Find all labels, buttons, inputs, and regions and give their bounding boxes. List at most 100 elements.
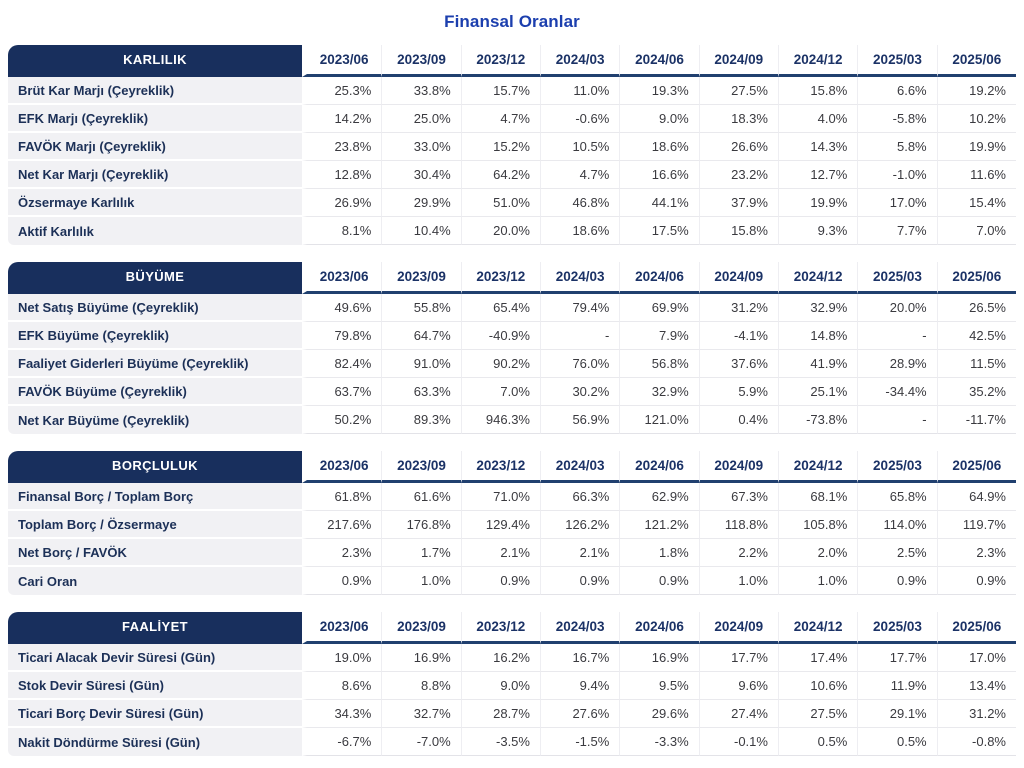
table-head-borcluluk: BORÇLULUK 2023/06 2023/09 2023/12 2024/03 202… (8, 451, 1016, 483)
cell-value: 0.9% (857, 567, 937, 595)
cell-value: 14.3% (777, 133, 858, 161)
page-title: Finansal Oranlar (444, 12, 580, 31)
cell-value: 76.0% (539, 350, 620, 378)
table-body-faaliyet: Ticari Alacak Devir Süresi (Gün) 19.0% 16.… (8, 644, 1016, 756)
cell-value: 105.8% (777, 511, 858, 539)
cell-value: 31.2% (936, 700, 1016, 728)
cell-value: 19.3% (619, 77, 699, 105)
column-header: 2024/09 (698, 451, 778, 483)
row-label: Stok Devir Süresi (Gün) (8, 672, 302, 700)
cell-value: 16.6% (619, 161, 699, 189)
row-label: Aktif Karlılık (8, 217, 302, 245)
cell-value: 2.3% (936, 539, 1016, 567)
cell-value: 2.2% (698, 539, 778, 567)
cell-value: -11.7% (936, 406, 1016, 434)
cell-value: 55.8% (381, 294, 461, 322)
table-row: Ticari Borç Devir Süresi (Gün) 34.3% 32.7%… (8, 700, 1016, 728)
cell-value: 27.5% (698, 77, 778, 105)
column-header: 2024/03 (539, 45, 620, 77)
row-label: Faaliyet Giderleri Büyüme (Çeyreklik) (8, 350, 302, 378)
cell-value: 0.9% (936, 567, 1016, 595)
cell-value: 4.7% (539, 161, 620, 189)
cell-value: 23.2% (698, 161, 778, 189)
cell-value: 9.0% (619, 105, 699, 133)
cell-value: 18.6% (619, 133, 699, 161)
cell-value: 17.0% (936, 644, 1016, 672)
column-header: 2025/03 (857, 45, 937, 77)
table-row: FAVÖK Marjı (Çeyreklik) 23.8% 33.0% 15.2% 10… (8, 133, 1016, 161)
cell-value: 11.9% (857, 672, 937, 700)
row-label: Ticari Borç Devir Süresi (Gün) (8, 700, 302, 728)
table-row: Özsermaye Karlılık 26.9% 29.9% 51.0% 46.8% 44… (8, 189, 1016, 217)
row-label: Brüt Kar Marjı (Çeyreklik) (8, 77, 302, 105)
cell-value: 14.8% (777, 322, 858, 350)
cell-value: 16.9% (619, 644, 699, 672)
cell-value: 28.9% (857, 350, 937, 378)
table-row: Net Satış Büyüme (Çeyreklik) 49.6% 55.8% 65… (8, 294, 1016, 322)
row-label: Cari Oran (8, 567, 302, 595)
cell-value: 19.9% (777, 189, 858, 217)
cell-value: 129.4% (460, 511, 540, 539)
column-header: 2024/09 (698, 262, 778, 294)
cell-value: 9.3% (777, 217, 858, 245)
column-header: 2024/12 (777, 262, 858, 294)
cell-value: 63.3% (381, 378, 461, 406)
column-header: 2023/06 (302, 262, 382, 294)
cell-value: 15.2% (460, 133, 540, 161)
cell-value: 8.1% (302, 217, 382, 245)
cell-value: 29.1% (857, 700, 937, 728)
cell-value: - (857, 406, 937, 434)
cell-value: 0.4% (698, 406, 778, 434)
row-label: FAVÖK Marjı (Çeyreklik) (8, 133, 302, 161)
cell-value: 25.3% (302, 77, 382, 105)
cell-value: 56.9% (539, 406, 620, 434)
row-label: Nakit Döndürme Süresi (Gün) (8, 728, 302, 756)
cell-value: -0.6% (539, 105, 620, 133)
cell-value: 15.8% (777, 77, 858, 105)
cell-value: 64.2% (460, 161, 540, 189)
cell-value: 20.0% (857, 294, 937, 322)
cell-value: 2.1% (539, 539, 620, 567)
column-header: 2024/12 (777, 451, 858, 483)
header-row: KARLILIK 2023/06 2023/09 2023/12 2024/03 2024… (8, 45, 1016, 77)
cell-value: 16.2% (460, 644, 540, 672)
cell-value: 51.0% (460, 189, 540, 217)
cell-value: 26.9% (302, 189, 382, 217)
cell-value: 79.4% (539, 294, 620, 322)
cell-value: 42.5% (936, 322, 1016, 350)
cell-value: -34.4% (857, 378, 937, 406)
cell-value: 17.0% (857, 189, 937, 217)
section-title-karlilik: KARLILIK (8, 45, 302, 77)
cell-value: 17.4% (777, 644, 858, 672)
cell-value: 12.7% (777, 161, 858, 189)
table-row: Brüt Kar Marjı (Çeyreklik) 25.3% 33.8% 15.7… (8, 77, 1016, 105)
table-karlilik: KARLILIK 2023/06 2023/09 2023/12 2024/03 2024… (8, 45, 1016, 245)
column-header: 2024/06 (619, 612, 699, 644)
cell-value: 90.2% (460, 350, 540, 378)
table-row: EFK Büyüme (Çeyreklik) 79.8% 64.7% -40.9% -7… (8, 322, 1016, 350)
table-row: Faaliyet Giderleri Büyüme (Çeyreklik) 82.… (8, 350, 1016, 378)
cell-value: 19.9% (936, 133, 1016, 161)
column-header: 2023/06 (302, 451, 382, 483)
cell-value: 71.0% (460, 483, 540, 511)
table-head-buyume: BÜYÜME 2023/06 2023/09 2023/12 2024/03 2024/0… (8, 262, 1016, 294)
cell-value: 121.2% (619, 511, 699, 539)
cell-value: 18.6% (539, 217, 620, 245)
cell-value: 63.7% (302, 378, 382, 406)
cell-value: -3.5% (460, 728, 540, 756)
cell-value: 18.3% (698, 105, 778, 133)
cell-value: 6.6% (857, 77, 937, 105)
cell-value: 62.9% (619, 483, 699, 511)
cell-value: -3.3% (619, 728, 699, 756)
column-header: 2025/06 (936, 451, 1016, 483)
cell-value: 1.7% (381, 539, 461, 567)
cell-value: 114.0% (857, 511, 937, 539)
table-body-buyume: Net Satış Büyüme (Çeyreklik) 49.6% 55.8% 65… (8, 294, 1016, 434)
cell-value: 11.5% (936, 350, 1016, 378)
cell-value: 17.7% (857, 644, 937, 672)
cell-value: 16.7% (539, 644, 620, 672)
column-header: 2024/12 (777, 612, 858, 644)
table-body-borcluluk: Finansal Borç / Toplam Borç 61.8% 61.6% 71.… (8, 483, 1016, 595)
cell-value: 33.0% (381, 133, 461, 161)
cell-value: -1.0% (857, 161, 937, 189)
